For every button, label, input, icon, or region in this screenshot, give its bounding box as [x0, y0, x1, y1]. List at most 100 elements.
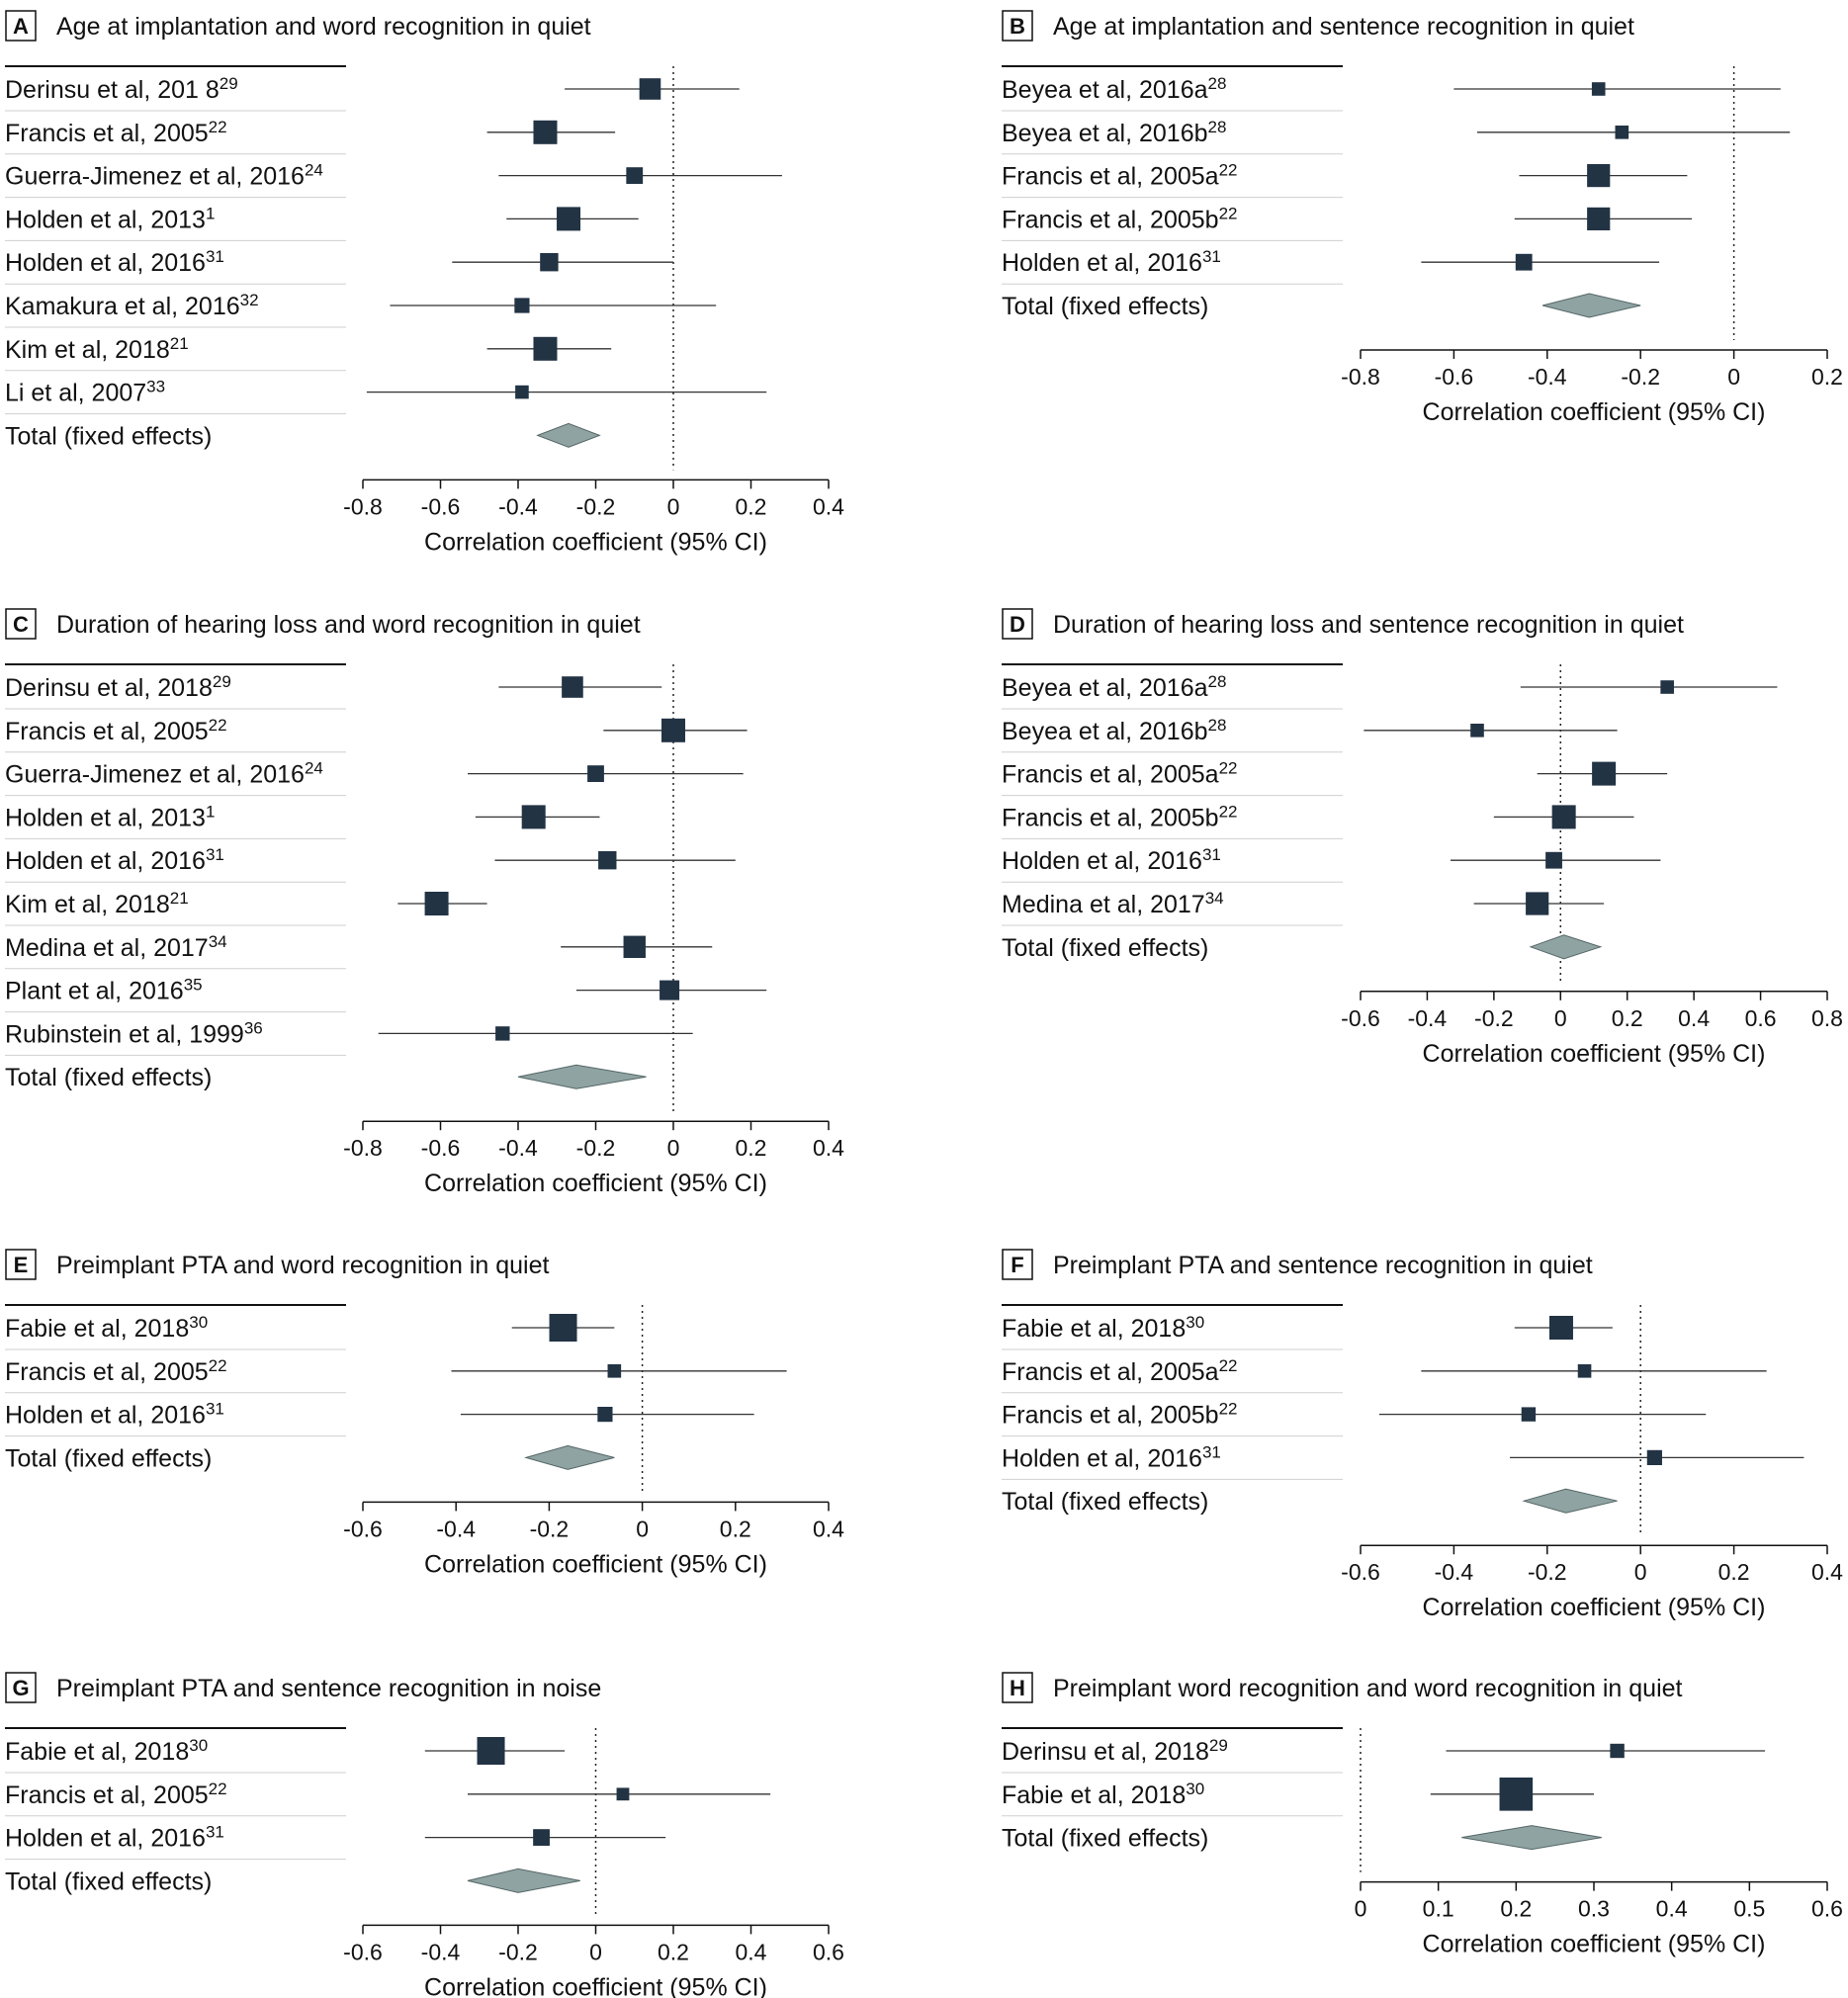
study-label: Holden et al, 201631	[1002, 845, 1221, 875]
study-label: Holden et al, 201631	[5, 247, 224, 277]
x-tick-label: 0.4	[813, 493, 844, 519]
study-name: Holden et al, 2016	[5, 847, 206, 875]
study-name: Francis et al, 2005	[5, 718, 209, 745]
study-name: Fabie et al, 2018	[1002, 1781, 1186, 1809]
study-label: Holden et al, 201631	[1002, 247, 1221, 277]
study-reference: 22	[209, 118, 227, 136]
study-label: Beyea et al, 2016a28	[1002, 672, 1226, 702]
study-label: Holden et al, 20131	[5, 802, 215, 831]
x-tick-label: 0.4	[813, 1516, 844, 1541]
x-axis-label: Correlation coefficient (95% CI)	[424, 1550, 767, 1578]
study-reference: 31	[1202, 247, 1221, 266]
x-axis-label: Correlation coefficient (95% CI)	[424, 1973, 767, 1998]
study-reference: 22	[1219, 1356, 1238, 1375]
study-label: Holden et al, 201631	[1002, 1442, 1221, 1472]
study-reference: 28	[1208, 74, 1227, 93]
x-tick-label: -0.4	[498, 1135, 538, 1161]
panel-letter-box	[5, 608, 37, 640]
panel-letter: C	[13, 612, 29, 637]
x-tick-label: -0.6	[1341, 1559, 1380, 1585]
study-name: Francis et al, 2005	[5, 120, 209, 147]
study-reference: 1	[206, 802, 215, 821]
study-name: Derinsu et al, 2018	[5, 674, 213, 702]
study-reference: 22	[209, 1780, 227, 1798]
pooled-estimate-diamond	[1461, 1825, 1602, 1851]
study-label: Medina et al, 201734	[5, 932, 227, 962]
study-name: Fabie et al, 2018	[5, 1738, 189, 1766]
study-name: Beyea et al, 2016a	[1002, 76, 1208, 104]
x-tick-label: 0.2	[658, 1939, 689, 1964]
panel-letter-box	[1002, 608, 1033, 640]
x-tick-label: -0.4	[498, 493, 538, 519]
study-reference: 24	[305, 161, 323, 180]
x-tick-label: 0.4	[1656, 1896, 1688, 1922]
x-tick-label: -0.6	[343, 1939, 383, 1964]
study-reference: 30	[1186, 1313, 1204, 1332]
study-label: Kamakura et al, 201632	[5, 291, 259, 320]
x-tick-label: 0	[667, 493, 680, 519]
point-estimate	[557, 207, 581, 231]
x-tick-label: 0.2	[1718, 1559, 1750, 1585]
study-reference: 22	[209, 1356, 227, 1375]
study-label: Francis et al, 2005a22	[1002, 161, 1238, 191]
panel-letter-box	[5, 10, 37, 42]
study-name: Holden et al, 2016	[5, 1825, 206, 1853]
point-estimate	[1587, 207, 1611, 230]
study-reference: 29	[1209, 1736, 1228, 1755]
x-tick-label: -0.6	[1341, 1005, 1380, 1031]
study-name: Holden et al, 2016	[1002, 1444, 1202, 1472]
study-reference: 31	[1202, 1442, 1221, 1461]
study-label: Li et al, 200733	[5, 378, 165, 407]
study-name: Holden et al, 2016	[5, 249, 206, 277]
study-name: Kim et al, 2018	[5, 336, 170, 364]
study-label: Holden et al, 20131	[5, 204, 215, 233]
study-name: Fabie et al, 2018	[5, 1315, 189, 1343]
study-name: Francis et al, 2005	[5, 1781, 209, 1809]
study-name: Holden et al, 2013	[5, 804, 206, 831]
study-label: Francis et al, 200522	[5, 1356, 227, 1386]
panel-letter-box	[1002, 1672, 1033, 1703]
panel-d: D Duration of hearing loss and sentence r…	[1002, 608, 1843, 1068]
point-estimate	[607, 1364, 622, 1378]
study-label: Holden et al, 201631	[5, 845, 224, 875]
total-label: Total (fixed effects)	[1002, 934, 1208, 962]
point-estimate	[1470, 724, 1484, 738]
point-estimate	[540, 253, 559, 272]
study-label: Fabie et al, 201830	[1002, 1313, 1204, 1343]
total-label: Total (fixed effects)	[1002, 1488, 1208, 1516]
study-name: Fabie et al, 2018	[1002, 1315, 1186, 1343]
x-tick-label: -0.8	[1341, 364, 1380, 390]
point-estimate	[1545, 851, 1562, 869]
study-reference: 36	[244, 1018, 263, 1037]
study-label: Derinsu et al, 201 829	[5, 74, 238, 104]
panel-letter: E	[14, 1253, 29, 1277]
study-name: Guerra-Jimenez et al, 2016	[5, 163, 305, 191]
study-reference: 22	[1219, 204, 1238, 222]
x-axis-label: Correlation coefficient (95% CI)	[1423, 1594, 1766, 1621]
point-estimate	[587, 765, 604, 782]
study-reference: 22	[209, 716, 227, 735]
x-tick-label: -0.2	[530, 1516, 570, 1541]
point-estimate	[521, 805, 546, 829]
panel-g: G Preimplant PTA and sentence recognition…	[5, 1672, 844, 1998]
study-name: Holden et al, 2016	[1002, 847, 1202, 875]
x-tick-label: -0.4	[421, 1939, 461, 1964]
panel-e: E Preimplant PTA and word recognition in …	[5, 1249, 844, 1578]
x-tick-label: 0	[667, 1135, 680, 1161]
study-label: Medina et al, 201734	[1002, 889, 1224, 918]
x-tick-label: 0.6	[1745, 1005, 1777, 1031]
panel-letter: B	[1010, 14, 1025, 39]
point-estimate	[616, 1787, 630, 1801]
panel-title: Duration of hearing loss and word recogn…	[56, 611, 641, 639]
study-name: Rubinstein et al, 1999	[5, 1020, 244, 1048]
point-estimate	[1592, 761, 1617, 786]
x-tick-label: 0	[1355, 1896, 1367, 1922]
study-reference: 28	[1208, 118, 1227, 136]
x-tick-label: -0.6	[421, 493, 461, 519]
point-estimate	[477, 1737, 505, 1765]
study-reference: 21	[170, 889, 189, 908]
study-reference: 30	[189, 1736, 208, 1755]
study-name: Guerra-Jimenez et al, 2016	[5, 761, 305, 789]
x-axis-label: Correlation coefficient (95% CI)	[1423, 1931, 1766, 1958]
x-tick-label: 0.3	[1578, 1896, 1610, 1922]
